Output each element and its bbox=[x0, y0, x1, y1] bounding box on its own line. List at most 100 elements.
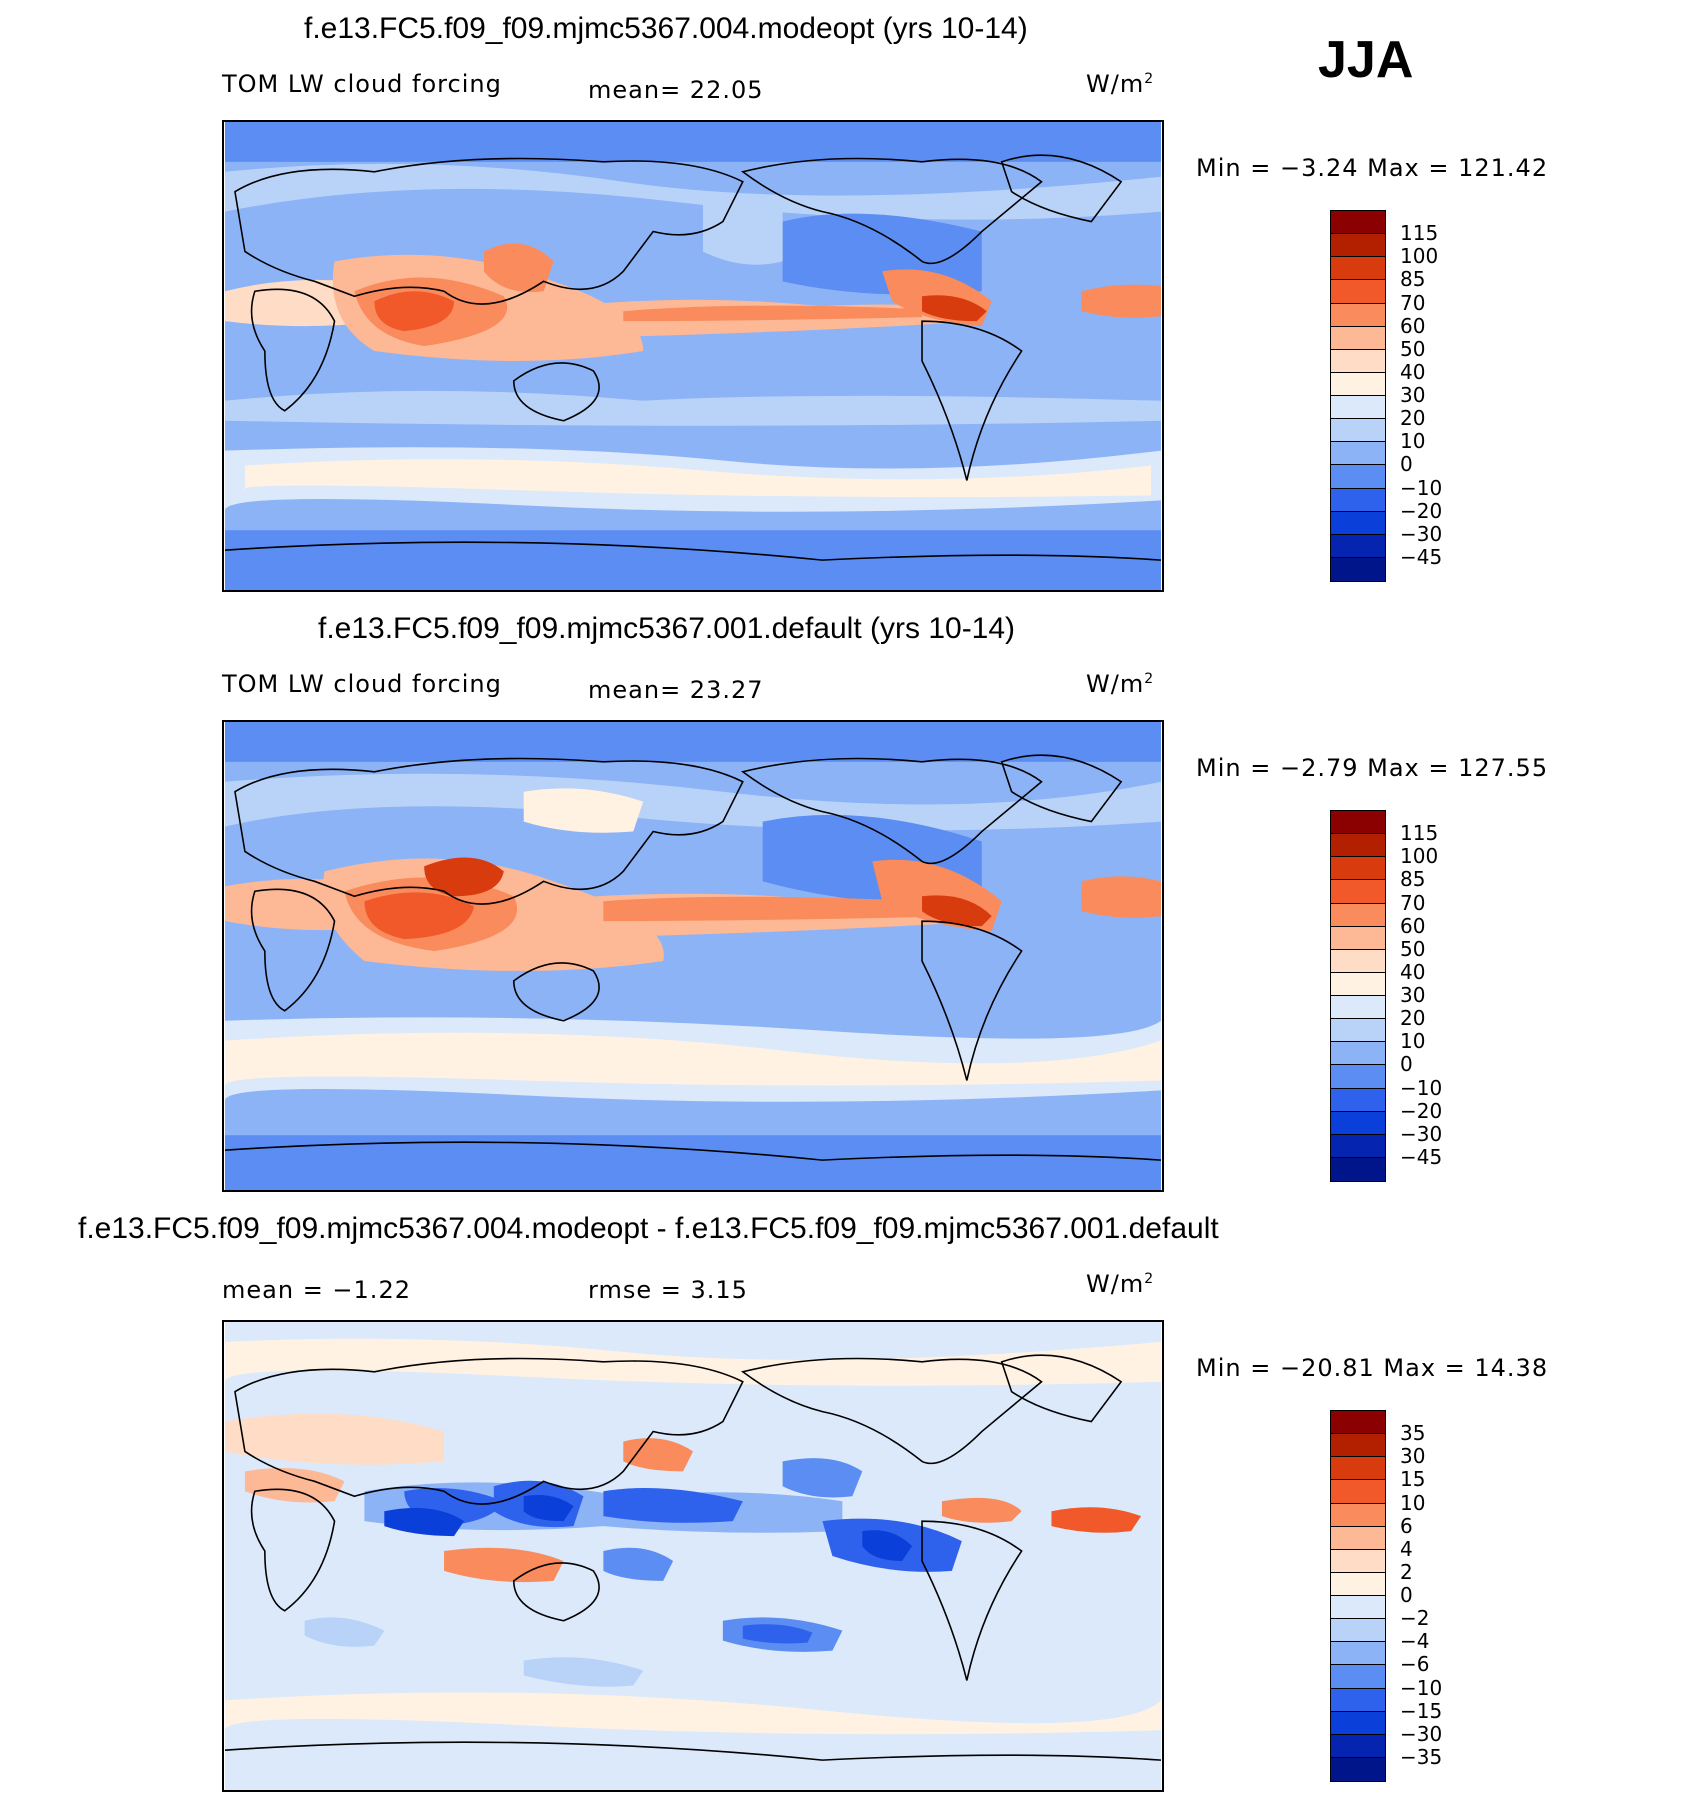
colorbar-tick-label: 40 bbox=[1400, 359, 1426, 384]
colorbar-swatch bbox=[1331, 1526, 1385, 1550]
colorbar-tick-label: 30 bbox=[1400, 383, 1426, 407]
colorbar-swatch bbox=[1331, 811, 1385, 835]
panel2-mean-label: mean= 23.27 bbox=[588, 676, 764, 704]
colorbar-tick-label: 70 bbox=[1400, 890, 1426, 915]
colorbar-swatch bbox=[1331, 972, 1385, 996]
panel1-mean-label: mean= 22.05 bbox=[588, 76, 764, 104]
colorbar-tick-label: −10 bbox=[1400, 475, 1443, 500]
colorbar-tick-label: 100 bbox=[1400, 244, 1439, 269]
colorbar-tick-label: 10 bbox=[1400, 1029, 1426, 1054]
colorbar-swatch bbox=[1331, 1619, 1385, 1643]
colorbar-swatch bbox=[1331, 926, 1385, 950]
colorbar-swatch bbox=[1331, 1665, 1385, 1689]
colorbar-tick-label: 35 bbox=[1400, 1421, 1426, 1446]
colorbar-swatch bbox=[1331, 326, 1385, 350]
colorbar-swatch bbox=[1331, 1688, 1385, 1712]
colorbar-swatch bbox=[1331, 1111, 1385, 1135]
colorbar-tick-label: −20 bbox=[1400, 1098, 1443, 1123]
colorbar-swatch bbox=[1331, 396, 1385, 420]
colorbar-swatch bbox=[1331, 1480, 1385, 1504]
panel1-variable-label: TOM LW cloud forcing bbox=[222, 70, 502, 98]
colorbar-tick-label: 10 bbox=[1400, 1490, 1426, 1515]
colorbar-swatch bbox=[1331, 880, 1385, 904]
colorbar-tick-label: −6 bbox=[1400, 1652, 1430, 1677]
colorbar-tick-label: 30 bbox=[1400, 983, 1426, 1007]
colorbar-swatch bbox=[1331, 419, 1385, 443]
colorbar-swatch bbox=[1331, 1711, 1385, 1735]
colorbar-tick-label: 60 bbox=[1400, 913, 1426, 938]
colorbar-swatch bbox=[1331, 1157, 1385, 1181]
colorbar-tick-label: 2 bbox=[1400, 1559, 1413, 1584]
colorbar-swatch bbox=[1331, 303, 1385, 327]
panel2-variable-label: TOM LW cloud forcing bbox=[222, 670, 502, 698]
colorbar-swatch bbox=[1331, 1734, 1385, 1758]
colorbar-swatch bbox=[1331, 1596, 1385, 1620]
colorbar-swatch bbox=[1331, 996, 1385, 1020]
colorbar-tick-label: 0 bbox=[1400, 1052, 1413, 1077]
colorbar-tick-label: −10 bbox=[1400, 1075, 1443, 1100]
colorbar-tick-label: 0 bbox=[1400, 1583, 1413, 1607]
colorbar-swatch bbox=[1331, 1642, 1385, 1666]
colorbar-swatch bbox=[1331, 488, 1385, 512]
colorbar-tick-label: 30 bbox=[1400, 1444, 1426, 1469]
panel2-map-svg bbox=[224, 722, 1162, 1190]
colorbar-swatch bbox=[1331, 1503, 1385, 1527]
panel2-units-label: W/m2 bbox=[1086, 670, 1155, 698]
panel3-rmse-label: rmse = 3.15 bbox=[588, 1276, 748, 1304]
panel1-map bbox=[222, 120, 1164, 592]
colorbar-swatch bbox=[1331, 1434, 1385, 1458]
panel2-colorbar bbox=[1330, 810, 1386, 1182]
colorbar-tick-label: 15 bbox=[1400, 1467, 1426, 1492]
colorbar-swatch bbox=[1331, 903, 1385, 927]
colorbar-swatch bbox=[1331, 534, 1385, 558]
colorbar-swatch bbox=[1331, 1019, 1385, 1043]
colorbar-tick-label: 10 bbox=[1400, 429, 1426, 454]
colorbar-tick-label: 50 bbox=[1400, 336, 1426, 361]
colorbar-swatch bbox=[1331, 857, 1385, 881]
colorbar-tick-label: 20 bbox=[1400, 1006, 1426, 1031]
colorbar-swatch bbox=[1331, 1088, 1385, 1112]
colorbar-swatch bbox=[1331, 234, 1385, 258]
colorbar-tick-label: 6 bbox=[1400, 1513, 1413, 1538]
colorbar-swatch bbox=[1331, 1411, 1385, 1435]
colorbar-tick-label: −20 bbox=[1400, 498, 1443, 523]
colorbar-tick-label: 115 bbox=[1400, 221, 1439, 246]
colorbar-swatch bbox=[1331, 557, 1385, 581]
colorbar-swatch bbox=[1331, 372, 1385, 396]
colorbar-swatch bbox=[1331, 442, 1385, 466]
colorbar-tick-label: 50 bbox=[1400, 936, 1426, 961]
colorbar-tick-label: −4 bbox=[1400, 1629, 1430, 1654]
panel1-map-svg bbox=[224, 122, 1162, 590]
panel3-mean-label: mean = −1.22 bbox=[222, 1276, 411, 1304]
colorbar-tick-label: −45 bbox=[1400, 544, 1443, 569]
colorbar-tick-label: −45 bbox=[1400, 1144, 1443, 1169]
colorbar-tick-label: 4 bbox=[1400, 1536, 1413, 1561]
colorbar-swatch bbox=[1331, 1042, 1385, 1066]
panel1-units-label: W/m2 bbox=[1086, 70, 1155, 98]
colorbar-tick-label: 85 bbox=[1400, 267, 1426, 292]
colorbar-tick-label: −30 bbox=[1400, 521, 1443, 546]
colorbar-tick-label: −30 bbox=[1400, 1121, 1443, 1146]
colorbar-tick-label: −10 bbox=[1400, 1675, 1443, 1700]
panel2-title: f.e13.FC5.f09_f09.mjmc5367.001.default (… bbox=[318, 612, 1016, 645]
colorbar-tick-label: 0 bbox=[1400, 452, 1413, 477]
colorbar-swatch bbox=[1331, 949, 1385, 973]
panel3-map bbox=[222, 1320, 1164, 1792]
panel3-colorbar bbox=[1330, 1410, 1386, 1782]
colorbar-tick-label: 40 bbox=[1400, 959, 1426, 984]
colorbar-swatch bbox=[1331, 834, 1385, 858]
panel3-title: f.e13.FC5.f09_f09.mjmc5367.004.modeopt -… bbox=[78, 1212, 1219, 1245]
colorbar-tick-label: 70 bbox=[1400, 290, 1426, 315]
panel1-title: f.e13.FC5.f09_f09.mjmc5367.004.modeopt (… bbox=[304, 12, 1028, 45]
colorbar-swatch bbox=[1331, 349, 1385, 373]
colorbar-swatch bbox=[1331, 1065, 1385, 1089]
panel1-minmax-label: Min = −3.24 Max = 121.42 bbox=[1196, 154, 1549, 182]
colorbar-swatch bbox=[1331, 1134, 1385, 1158]
season-label: JJA bbox=[1318, 31, 1414, 89]
colorbar-swatch bbox=[1331, 280, 1385, 304]
colorbar-swatch bbox=[1331, 1572, 1385, 1596]
colorbar-swatch bbox=[1331, 257, 1385, 281]
colorbar-tick-label: −30 bbox=[1400, 1721, 1443, 1746]
panel2-map bbox=[222, 720, 1164, 1192]
colorbar-swatch bbox=[1331, 1457, 1385, 1481]
